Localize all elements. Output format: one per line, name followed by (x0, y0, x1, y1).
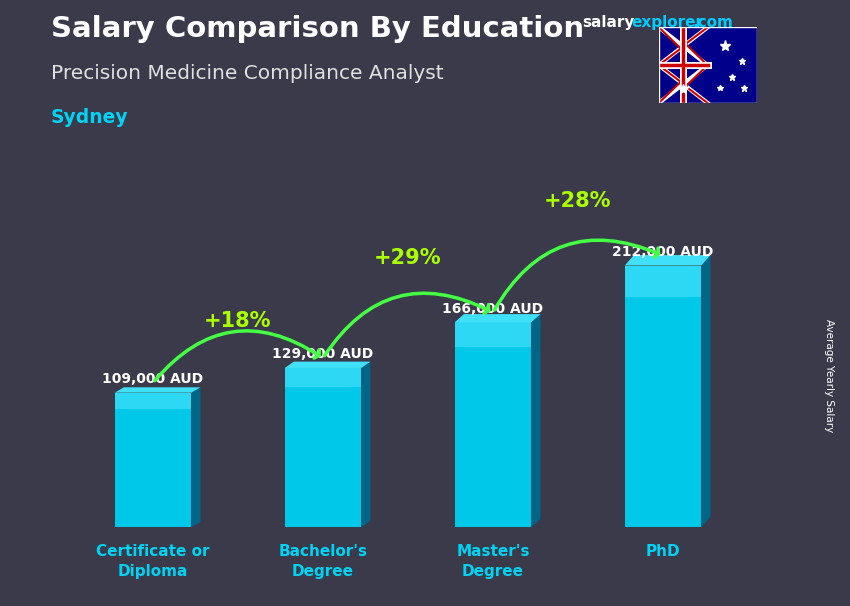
Polygon shape (115, 387, 201, 393)
Text: 129,000 AUD: 129,000 AUD (272, 347, 374, 361)
Bar (455, 322, 531, 527)
Text: 109,000 AUD: 109,000 AUD (103, 372, 203, 386)
Bar (625, 265, 701, 297)
Text: explorer: explorer (632, 15, 704, 30)
Text: Precision Medicine Compliance Analyst: Precision Medicine Compliance Analyst (51, 64, 444, 82)
Text: Average Yearly Salary: Average Yearly Salary (824, 319, 834, 432)
Bar (455, 322, 531, 347)
Text: Sydney: Sydney (51, 108, 128, 127)
Polygon shape (191, 387, 201, 527)
Text: +29%: +29% (374, 248, 442, 268)
Bar (285, 368, 361, 527)
Text: +18%: +18% (204, 311, 272, 331)
Text: .com: .com (693, 15, 734, 30)
Bar (115, 393, 191, 527)
Text: +28%: +28% (544, 191, 612, 211)
Bar (625, 265, 701, 527)
Text: 212,000 AUD: 212,000 AUD (612, 245, 714, 259)
Text: salary: salary (582, 15, 635, 30)
Polygon shape (701, 255, 711, 527)
Polygon shape (361, 362, 371, 527)
Polygon shape (625, 255, 711, 265)
Text: Salary Comparison By Education: Salary Comparison By Education (51, 15, 584, 43)
Bar (115, 393, 191, 409)
Polygon shape (285, 362, 371, 368)
Polygon shape (531, 314, 541, 527)
Polygon shape (455, 314, 541, 322)
Text: 166,000 AUD: 166,000 AUD (443, 302, 543, 316)
Bar (285, 368, 361, 387)
